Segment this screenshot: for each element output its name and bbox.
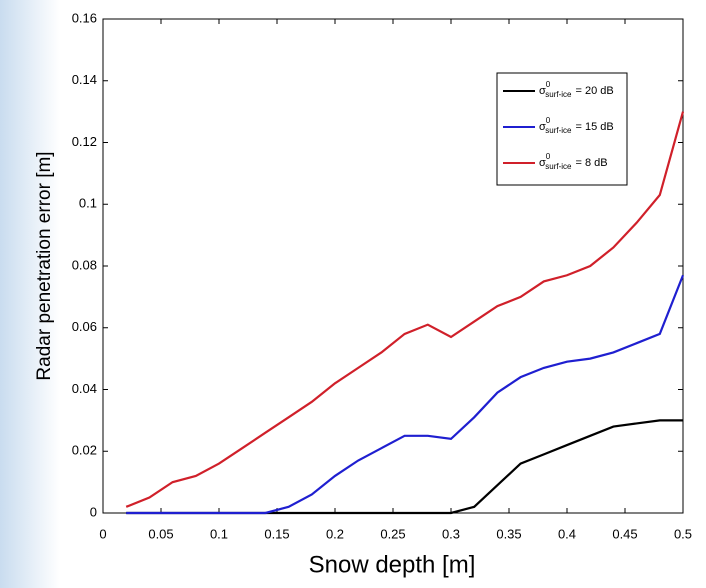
y-axis-label: Radar penetration error [m]	[34, 151, 55, 380]
line-series	[126, 274, 685, 515]
y-tick-label: 0.14	[72, 72, 97, 87]
x-tick-label: 0.15	[264, 526, 289, 541]
y-tick-label: 0.06	[72, 319, 97, 334]
y-tick-label: 0.1	[79, 196, 97, 211]
line-series	[125, 111, 685, 508]
y-tick-label: 0.02	[72, 443, 97, 458]
legend-superscript: 0	[546, 152, 551, 161]
x-tick-label: 0	[99, 526, 106, 541]
background	[0, 0, 60, 588]
x-tick-label: 0.25	[380, 526, 405, 541]
legend-subscript: surf-ice	[545, 126, 572, 135]
x-tick-label: 0.3	[442, 526, 460, 541]
legend-entry: = 20 dB	[575, 85, 613, 97]
legend-superscript: 0	[546, 116, 551, 125]
legend-symbol: σ	[539, 85, 546, 97]
y-tick-label: 0.12	[72, 134, 97, 149]
legend-label: σ0 surf-ice = 20 dB	[539, 80, 614, 99]
x-tick-label: 0.5	[674, 526, 692, 541]
legend-entry: = 15 dB	[575, 121, 613, 133]
legend-symbol: σ	[539, 157, 546, 169]
x-tick-label: 0.05	[148, 526, 173, 541]
y-tick-label: 0	[90, 504, 97, 519]
y-tick-label: 0.04	[72, 381, 97, 396]
x-tick-label: 0.4	[558, 526, 576, 541]
y-tick-label: 0.08	[72, 257, 97, 272]
x-tick-label: 0.45	[612, 526, 637, 541]
legend-label: σ0 surf-ice = 8 dB	[539, 152, 608, 171]
y-tick-label: 0.16	[72, 10, 97, 25]
legend-entry: = 8 dB	[575, 157, 607, 169]
x-tick-label: 0.1	[210, 526, 228, 541]
legend-superscript: 0	[546, 80, 551, 89]
legend-symbol: σ	[539, 121, 546, 133]
x-axis-label: Snow depth [m]	[309, 551, 476, 578]
legend-subscript: surf-ice	[545, 162, 572, 171]
legend-subscript: surf-ice	[545, 90, 572, 99]
x-tick-label: 0.35	[496, 526, 521, 541]
legend-label: σ0 surf-ice = 15 dB	[539, 116, 614, 135]
x-tick-label: 0.2	[326, 526, 344, 541]
